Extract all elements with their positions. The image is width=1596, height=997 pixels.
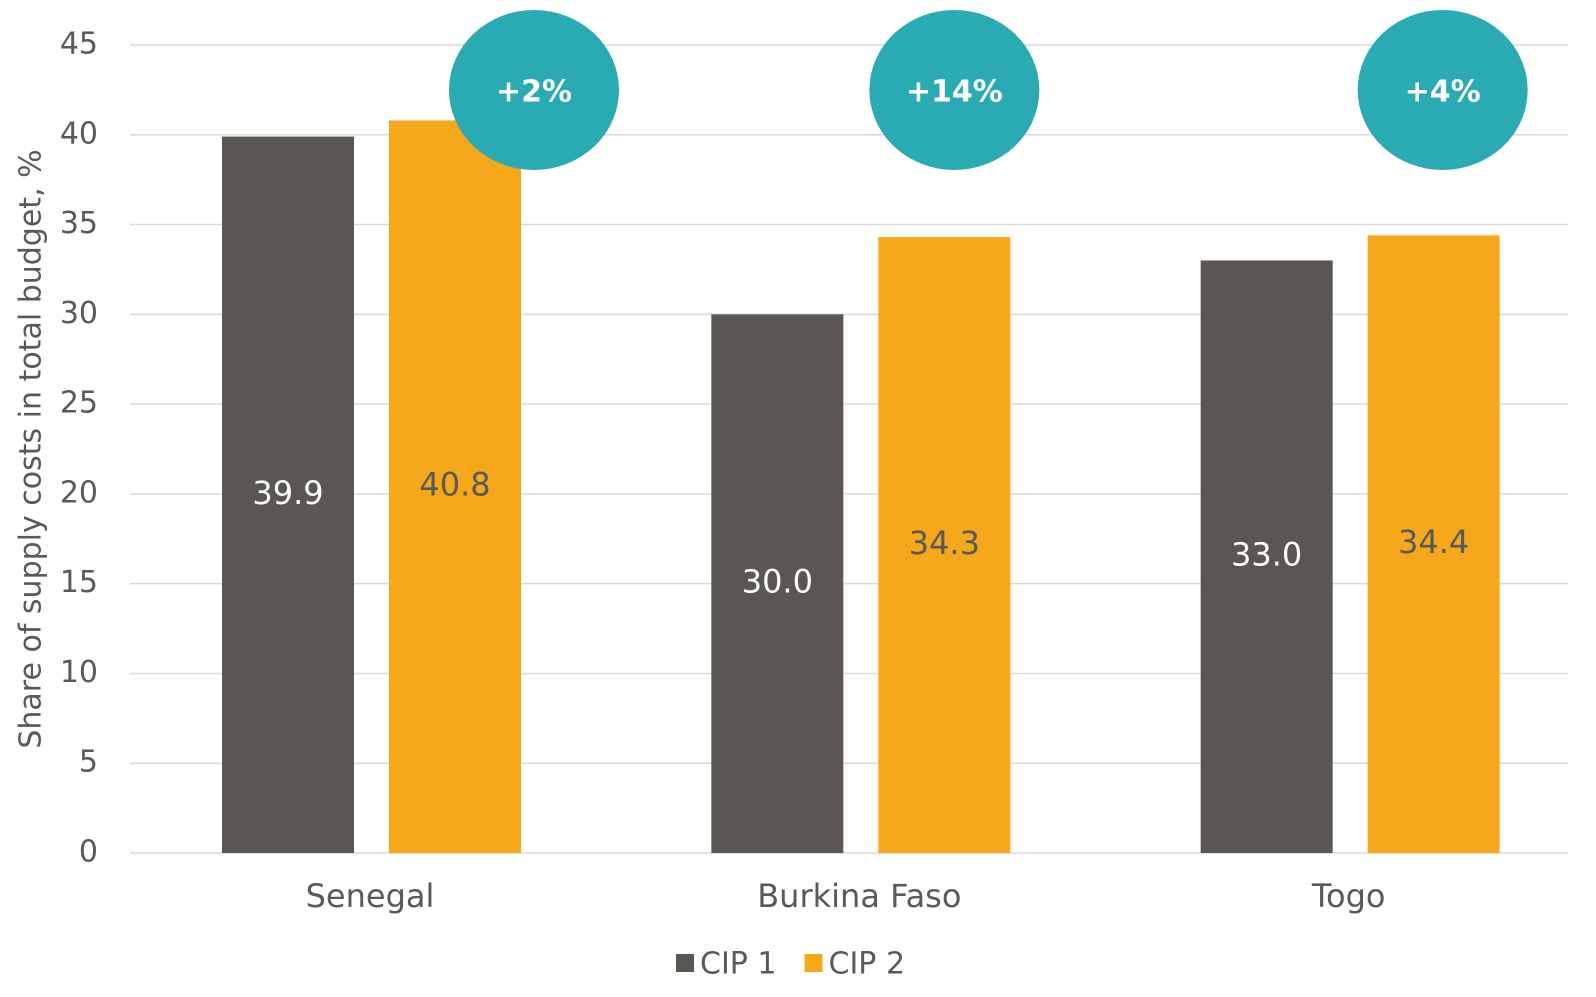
- annotation-bubble: [869, 10, 1040, 170]
- annotation-label: +14%: [906, 75, 1003, 110]
- legend-label: CIP 1: [700, 947, 777, 982]
- y-tick-label: 45: [60, 27, 98, 62]
- data-label: 30.0: [742, 563, 813, 601]
- y-tick-label: 30: [60, 296, 98, 331]
- data-label: 34.3: [909, 524, 980, 562]
- y-tick-label: 40: [60, 116, 98, 151]
- x-tick-label: Togo: [1311, 877, 1386, 915]
- legend-label: CIP 2: [829, 947, 906, 982]
- bar: [222, 136, 354, 853]
- y-tick-label: 0: [79, 835, 98, 870]
- annotation-bubble: [449, 10, 619, 170]
- bar: [1200, 260, 1333, 853]
- y-tick-label: 20: [60, 475, 98, 510]
- data-label: 39.9: [252, 474, 323, 512]
- bar: [878, 237, 1011, 853]
- y-tick-label: 5: [79, 745, 98, 780]
- data-label: 33.0: [1231, 536, 1302, 574]
- legend-swatch: [804, 954, 823, 972]
- y-axis-title: Share of supply costs in total budget, %: [14, 149, 49, 748]
- bar: [1367, 235, 1500, 854]
- y-tick-label: 25: [60, 386, 98, 421]
- y-tick-label: 10: [60, 655, 98, 690]
- y-tick-label: 35: [60, 206, 98, 241]
- annotation-label: +2%: [496, 75, 572, 110]
- bar: [389, 120, 521, 853]
- annotation-bubble: [1357, 10, 1528, 170]
- y-tick-label: 15: [60, 565, 98, 600]
- bar: [711, 314, 844, 853]
- x-tick-label: Burkina Faso: [757, 877, 961, 915]
- data-label: 34.4: [1398, 523, 1469, 561]
- x-tick-label: Senegal: [306, 877, 435, 915]
- legend-swatch: [676, 954, 694, 972]
- data-label: 40.8: [419, 466, 490, 504]
- annotation-label: +4%: [1405, 75, 1481, 110]
